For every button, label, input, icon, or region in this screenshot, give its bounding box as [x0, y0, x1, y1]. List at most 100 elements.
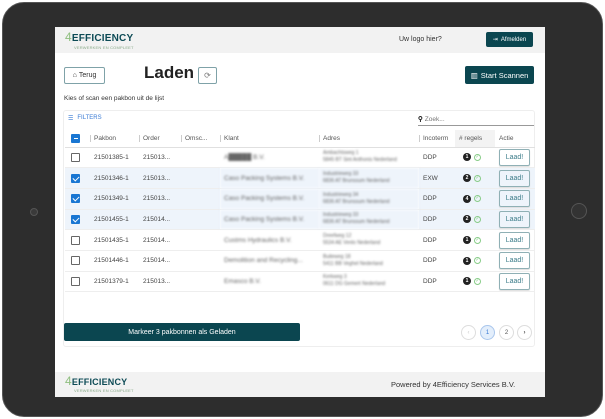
col-regels[interactable]: # regels: [459, 134, 483, 142]
incoterm-cell: DDP: [419, 229, 455, 251]
pakbon-cell: 21501379-1: [90, 271, 139, 293]
klant-cell: Emasco B.V.: [220, 271, 319, 293]
adres-line1: Industrieweg 33: [323, 212, 359, 219]
barcode-icon: ▥: [470, 70, 478, 80]
adres-line2: 5534 AE Venlo Nederland: [323, 240, 381, 247]
powered-by-text: Powered by 4Efficiency Services B.V.: [391, 380, 516, 389]
pakbon-cell: 21501349-1: [90, 188, 139, 210]
row-checkbox[interactable]: [71, 214, 80, 224]
check-circle-icon: ✓: [474, 174, 481, 182]
logo-placeholder: Uw logo hier?: [399, 36, 442, 43]
adres-line2: 0611 DG Gemert Nederland: [323, 281, 386, 288]
search-input[interactable]: [424, 115, 525, 123]
omschrijving-cell: [181, 250, 220, 272]
check-circle-icon: ✓: [474, 153, 481, 161]
adres-line1: Industrieweg 34: [323, 191, 359, 198]
adres-line1: Dreefweg 12: [323, 233, 352, 240]
klant-cell: Demolition and Recycling...: [220, 250, 319, 272]
row-checkbox[interactable]: [71, 256, 80, 266]
refresh-icon: ⟳: [204, 71, 211, 80]
laad-button[interactable]: Laad!: [499, 272, 530, 290]
laad-button[interactable]: Laad!: [499, 169, 530, 187]
laad-button[interactable]: Laad!: [499, 252, 530, 270]
regels-count-badge: 2: [463, 174, 471, 183]
laad-button[interactable]: Laad!: [499, 148, 530, 166]
adres-line2: 6836 AT Brunssum Nederland: [323, 178, 390, 185]
col-actie: Actie: [499, 134, 514, 142]
logo-wordmark: EFFICIENCY: [71, 33, 134, 44]
klant-cell: A█████ B.V.: [220, 147, 319, 169]
col-incoterm[interactable]: Incoterm: [423, 134, 449, 142]
home-icon: ⌂: [72, 72, 77, 79]
filters-button[interactable]: ☰ FILTERS: [68, 115, 102, 122]
adres-cell: Industrieweg 33 6836 AT Brunssum Nederlan…: [319, 167, 419, 189]
home-button[interactable]: [571, 203, 587, 219]
search-field[interactable]: ⚲: [418, 113, 534, 126]
regels-cell: 2 ✓: [455, 209, 495, 231]
regels-count-badge: 1: [463, 256, 471, 265]
row-checkbox[interactable]: [71, 276, 80, 286]
logo: 4EFFICIENCY VERWERKEN EN COMPLEET: [65, 31, 134, 50]
check-circle-icon: ✓: [474, 195, 481, 203]
col-klant[interactable]: Klant: [224, 134, 239, 142]
table-header-row: Pakbon Order Omsc... Klant Adres Incoter…: [65, 130, 535, 148]
logo-prefix: 4: [65, 30, 72, 44]
adres-cell: Industrieweg 34 6836 AT Brunssum Nederlan…: [319, 188, 419, 210]
col-pakbon[interactable]: Pakbon: [94, 134, 117, 142]
adres-line2: 5845 BT Sint Anthonis Nederland: [323, 157, 397, 164]
refresh-button[interactable]: ⟳: [198, 67, 217, 84]
logout-icon: ⇥: [492, 37, 498, 43]
footer-logo-prefix: 4: [65, 374, 72, 388]
top-header: 4EFFICIENCY VERWERKEN EN COMPLEET Uw logo…: [55, 27, 545, 53]
col-adres[interactable]: Adres: [323, 134, 340, 142]
omschrijving-cell: [181, 167, 220, 189]
order-cell: 215014...: [139, 229, 181, 251]
laad-button[interactable]: Laad!: [499, 210, 530, 228]
regels-count-badge: 1: [463, 277, 471, 286]
row-checkbox[interactable]: [71, 152, 80, 162]
table-row[interactable]: 21501379-1 215013... Emasco B.V. Kerkweg…: [65, 271, 535, 293]
select-all-checkbox[interactable]: [71, 133, 80, 143]
regels-cell: 4 ✓: [455, 188, 495, 210]
pakbon-cell: 21501455-1: [90, 209, 139, 231]
order-cell: 215013...: [139, 188, 181, 210]
pakbon-cell: 21501435-1: [90, 229, 139, 251]
laad-button[interactable]: Laad!: [499, 190, 530, 208]
regels-cell: 1 ✓: [455, 250, 495, 272]
table-row[interactable]: 21501435-1 215014... Custms Hydraulics B…: [65, 229, 535, 251]
footer: 4EFFICIENCY VERWERKEN EN COMPLEET Powered…: [55, 372, 545, 397]
col-omschrijving[interactable]: Omsc...: [185, 134, 208, 142]
mark-loaded-button[interactable]: Markeer 3 pakbonnen als Geladen: [64, 323, 300, 341]
row-checkbox[interactable]: [71, 173, 80, 183]
order-cell: 215013...: [139, 271, 181, 293]
incoterm-cell: EXW: [419, 167, 455, 189]
row-checkbox[interactable]: [71, 194, 80, 204]
table-row[interactable]: 21501455-1 215014... Caso Packing System…: [65, 209, 535, 231]
table-row[interactable]: 21501446-1 215014... Demolition and Recy…: [65, 250, 535, 272]
regels-cell: 2 ✓: [455, 167, 495, 189]
pakbon-table: Pakbon Order Omsc... Klant Adres Incoter…: [65, 130, 535, 293]
footer-logo-wordmark: EFFICIENCY: [71, 377, 128, 387]
table-row[interactable]: 21501385-1 215013... A█████ B.V. Ambacht…: [65, 147, 535, 169]
table-row[interactable]: 21501346-1 215013... Caso Packing System…: [65, 167, 535, 189]
order-cell: 215013...: [139, 167, 181, 189]
adres-line1: Ambachtsweg 1: [323, 150, 359, 157]
page-1-button[interactable]: 1: [480, 325, 495, 340]
laad-button[interactable]: Laad!: [499, 231, 530, 249]
table-row[interactable]: 21501349-1 215013... Caso Packing System…: [65, 188, 535, 210]
klant-cell: Caso Packing Systems B.V.: [220, 167, 319, 189]
adres-line1: Industrieweg 33: [323, 171, 359, 178]
start-scan-button[interactable]: ▥ Start Scannen: [465, 66, 534, 84]
next-page-button[interactable]: ›: [517, 325, 532, 340]
pakbon-cell: 21501446-1: [90, 250, 139, 272]
prev-page-button[interactable]: ‹: [461, 325, 476, 340]
order-cell: 215014...: [139, 209, 181, 231]
back-button[interactable]: ⌂ Terug: [64, 67, 105, 84]
omschrijving-cell: [181, 229, 220, 251]
logout-button[interactable]: ⇥ Afmelden: [486, 32, 533, 47]
col-order[interactable]: Order: [143, 134, 160, 142]
omschrijving-cell: [181, 188, 220, 210]
row-checkbox[interactable]: [71, 235, 80, 245]
omschrijving-cell: [181, 271, 220, 293]
page-2-button[interactable]: 2: [499, 325, 514, 340]
